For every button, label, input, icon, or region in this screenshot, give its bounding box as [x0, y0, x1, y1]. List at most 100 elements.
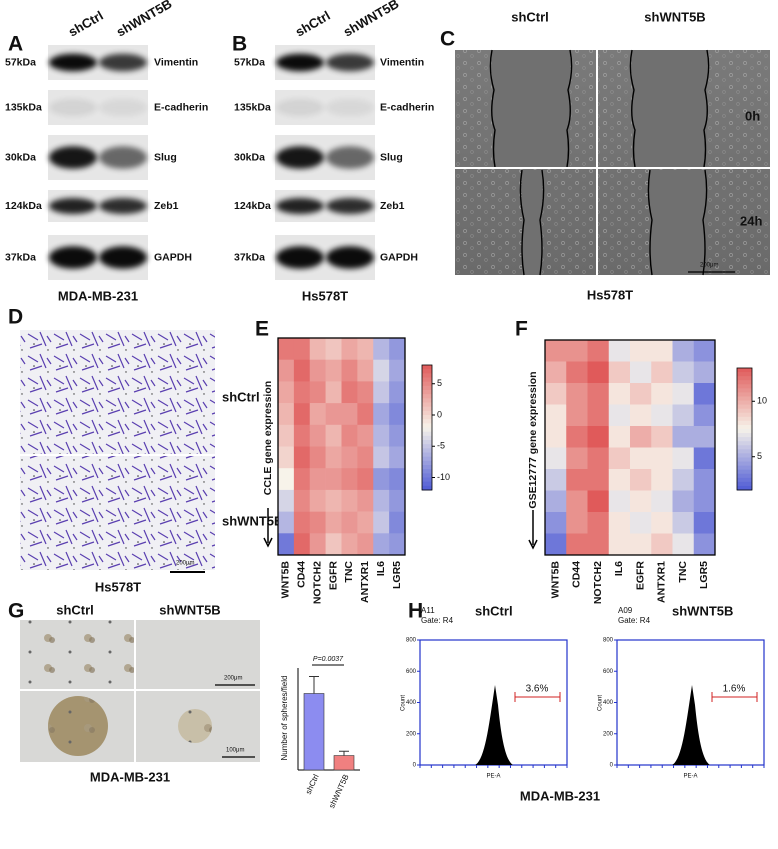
heatmap-cell [630, 340, 652, 362]
y-axis-label: GSE12777 gene expression [527, 371, 539, 508]
arrow-head [528, 539, 538, 550]
protein-label: GAPDH [380, 251, 418, 263]
heatmap-cell [693, 361, 716, 384]
heatmap-cell [672, 490, 695, 513]
colorbar-step [737, 404, 752, 410]
colorbar-step [422, 469, 432, 474]
colorbar-step [422, 435, 432, 441]
panel-letter: F [515, 318, 528, 341]
colorbar-step [422, 477, 432, 483]
blot-band [49, 198, 97, 214]
histogram [672, 685, 710, 765]
protein-label: Slug [154, 151, 177, 163]
condition-label: shCtrl [222, 389, 260, 404]
colorbar-step [737, 429, 752, 434]
colorbar-step [422, 460, 432, 466]
colorbar-step [737, 449, 752, 454]
heatmap-cell [293, 403, 311, 426]
panel-letter: C [440, 28, 455, 51]
heatmap-cell [545, 490, 567, 513]
bar [333, 755, 355, 771]
heatmap-cell [309, 533, 326, 556]
kda-label: 124kDa [234, 200, 271, 212]
heatmap-cell [293, 338, 311, 360]
colorbar-step [422, 448, 432, 453]
y-tick-label: 600 [406, 669, 417, 675]
condition-label: shWNT5B [672, 603, 733, 618]
heatmap-cell [309, 338, 326, 360]
heatmap-cell [293, 381, 311, 404]
heatmap-cell [309, 468, 326, 491]
y-tick-label: 200 [603, 731, 614, 737]
heatmap-cell [325, 533, 342, 556]
column-header: shCtrl [56, 602, 94, 617]
heatmap-cell [693, 512, 716, 534]
heatmap-cell [630, 361, 652, 384]
blot-band [99, 246, 147, 269]
heatmap-cell [566, 447, 588, 470]
blot-band [276, 146, 324, 169]
colorbar-step [737, 392, 752, 397]
blot-band [276, 246, 324, 269]
colorbar-tick-label: -5 [437, 441, 445, 451]
heatmap-cell [373, 511, 390, 534]
error-bar [309, 676, 319, 694]
heatmap-cell [309, 511, 326, 534]
heatmap-cell [341, 446, 358, 469]
blot-band [326, 198, 374, 214]
gate-label: Gate: R4 [421, 616, 454, 625]
heatmap-cell [651, 361, 673, 384]
heatmap-cell [357, 424, 374, 447]
scale-label: 200μm [224, 676, 242, 682]
heatmap-cell [389, 403, 406, 426]
colorbar-step [737, 416, 752, 422]
colorbar-step [737, 408, 752, 414]
heatmap-cell [357, 446, 374, 469]
heatmap-cell [325, 338, 342, 360]
heatmap-cell [325, 381, 342, 404]
blot-band [326, 53, 374, 72]
colorbar-step [737, 384, 752, 389]
sphere-images [20, 620, 260, 762]
heatmap-cell [341, 468, 358, 491]
cell-line: Hs578T [95, 579, 141, 594]
heatmap-cell [651, 340, 673, 362]
panel-letter: G [8, 600, 24, 623]
gate-percent: 1.6% [723, 684, 746, 695]
heatmap-cell [293, 511, 311, 534]
gate-bracket [711, 692, 758, 702]
heatmap-cell [587, 361, 610, 384]
heatmap-cell [651, 404, 673, 427]
heatmap-cell [389, 424, 406, 447]
heatmap-cell [587, 340, 610, 362]
heatmap-cell [608, 490, 631, 513]
heatmap-cell [357, 511, 374, 534]
heatmap-cell [693, 426, 716, 448]
column-label: CD44 [296, 561, 308, 588]
blot-band [276, 198, 324, 214]
heatmap-cell [309, 424, 326, 447]
blot-band [326, 246, 374, 269]
heatmap-cell [309, 381, 326, 404]
heatmap-cell [373, 424, 390, 447]
panel-letter: D [8, 306, 23, 329]
heatmap-cell [651, 469, 673, 491]
colorbar-step [422, 369, 432, 374]
colorbar-border [421, 364, 433, 491]
colorbar-step [422, 473, 432, 478]
colorbar-step [422, 444, 432, 449]
heatmap-cell [651, 490, 673, 513]
colorbar-step [737, 485, 752, 491]
lane-header: shCtrl [293, 8, 333, 40]
heatmap-cell [672, 533, 695, 556]
protein-label: Slug [380, 151, 403, 163]
colorbar-step [737, 465, 752, 471]
colorbar-step [737, 453, 752, 458]
blot-band [99, 98, 147, 117]
column-header: shWNT5B [644, 9, 705, 24]
colorbar-step [737, 396, 752, 402]
heatmap-cell [325, 424, 342, 447]
kda-label: 37kDa [234, 251, 265, 263]
heatmap-cell [608, 361, 631, 384]
y-tick-label: 800 [406, 638, 417, 644]
